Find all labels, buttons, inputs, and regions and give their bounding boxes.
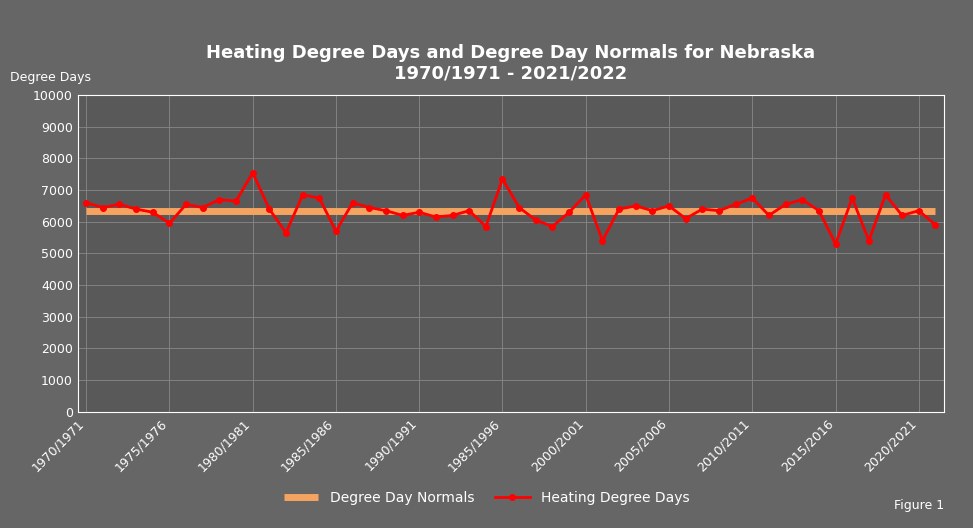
Line: Heating Degree Days: Heating Degree Days xyxy=(84,170,938,247)
Degree Day Normals xyxy=(480,208,491,214)
Degree Day Normals xyxy=(380,208,392,214)
Heating Degree Days xyxy=(496,176,508,182)
Text: Degree Days: Degree Days xyxy=(10,71,90,84)
Heating Degree Days xyxy=(247,169,259,176)
Heating Degree Days xyxy=(613,206,625,212)
Heating Degree Days xyxy=(646,208,658,214)
Degree Day Normals xyxy=(81,208,92,214)
Heating Degree Days xyxy=(397,212,409,219)
Heating Degree Days xyxy=(547,223,559,230)
Degree Day Normals xyxy=(596,208,608,214)
Legend: Degree Day Normals, Heating Degree Days: Degree Day Normals, Heating Degree Days xyxy=(278,485,695,511)
Title: Heating Degree Days and Degree Day Normals for Nebraska
1970/1971 - 2021/2022: Heating Degree Days and Degree Day Norma… xyxy=(206,44,815,82)
Degree Day Normals xyxy=(147,208,159,214)
Heating Degree Days xyxy=(147,209,159,215)
Text: Figure 1: Figure 1 xyxy=(893,499,944,512)
Heating Degree Days xyxy=(929,222,941,228)
Heating Degree Days xyxy=(81,200,92,206)
Degree Day Normals xyxy=(630,208,641,214)
Heating Degree Days xyxy=(830,241,842,247)
Degree Day Normals xyxy=(863,208,875,214)
Degree Day Normals xyxy=(929,208,941,214)
